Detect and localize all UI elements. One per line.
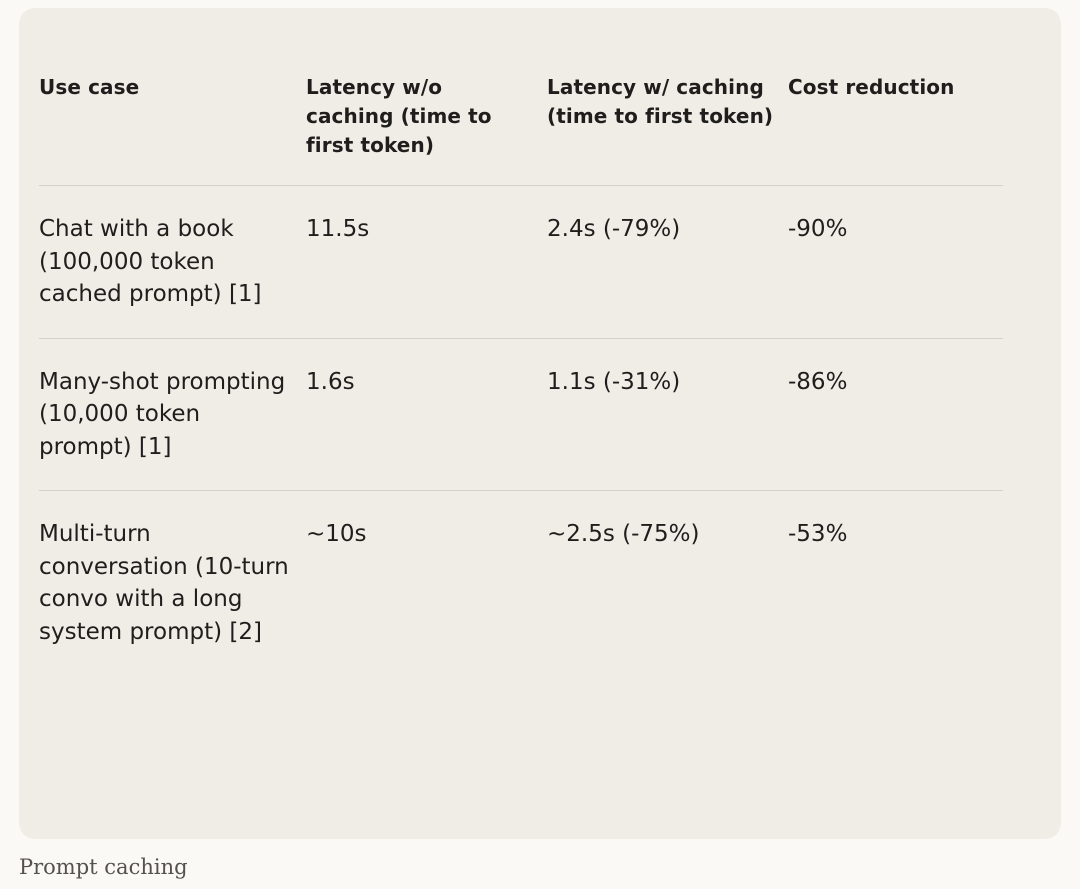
table-header-row: Use case Latency w/o caching (time to fi…	[39, 70, 1003, 186]
cell-use-case: Multi-turn conversation (10-turn convo w…	[39, 521, 289, 645]
header-latency-with-caching: Latency w/ caching (time to first token)	[547, 70, 788, 186]
cell-cost-reduction: -90%	[788, 185, 1003, 339]
cell-cost-reduction: -86%	[788, 338, 1003, 491]
table-row: Multi-turn conversation (10-turn convo w…	[39, 491, 1003, 676]
cell-use-case: Chat with a book (100,000 token cached p…	[39, 185, 306, 339]
cell-cost-reduction: -53%	[788, 521, 848, 547]
cell-use-case: Many-shot prompting (10,000 token prompt…	[39, 338, 306, 491]
cell-latency-with: 2.4s (-79%)	[547, 185, 788, 339]
cell-latency-without: 11.5s	[306, 185, 547, 339]
comparison-table: Use case Latency w/o caching (time to fi…	[39, 70, 1003, 675]
table-row: Many-shot prompting (10,000 token prompt…	[39, 338, 1003, 491]
cell-latency-without: ~10s	[306, 521, 367, 547]
cell-latency-with: ~2.5s (-75%)	[547, 521, 700, 547]
cell-latency-with: 1.1s (-31%)	[547, 338, 788, 491]
header-use-case: Use case	[39, 70, 306, 186]
figure-caption: Prompt caching	[19, 855, 188, 879]
table-row: Chat with a book (100,000 token cached p…	[39, 185, 1003, 339]
cell-latency-without: 1.6s	[306, 338, 547, 491]
header-latency-without-caching: Latency w/o caching (time to first token…	[306, 70, 547, 186]
header-cost-reduction: Cost reduction	[788, 70, 1003, 186]
